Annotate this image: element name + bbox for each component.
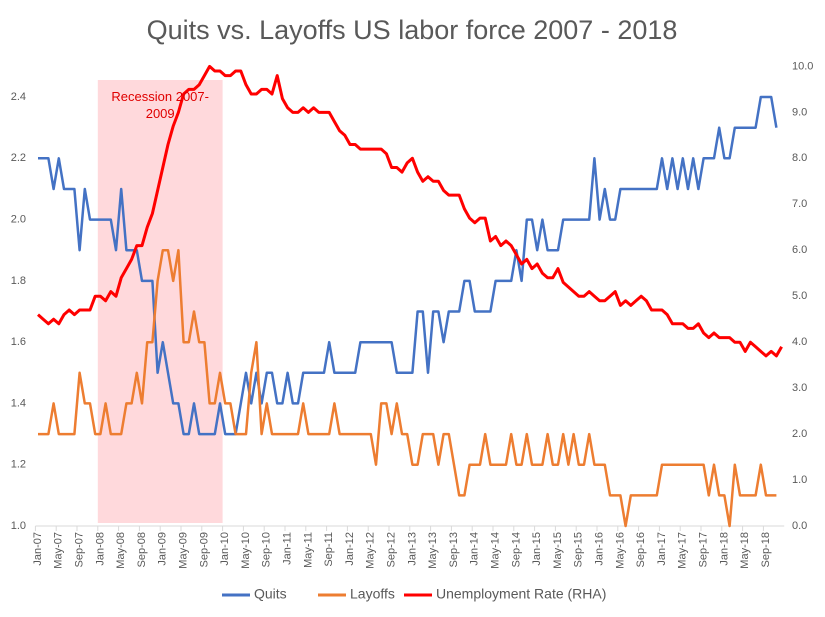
line-series (38, 95, 778, 436)
x-tick-label: Jan-17 (656, 532, 668, 566)
x-tick-label: Sep-12 (386, 532, 398, 567)
line-series (37, 64, 783, 358)
x-tick-label: May-08 (115, 532, 127, 569)
y2-tick-label: 0.0 (792, 520, 807, 532)
y2-tick-label: 6.0 (792, 244, 807, 256)
x-tick-label: Sep-07 (74, 532, 86, 567)
x-tick-label: May-16 (614, 532, 626, 569)
x-tick-label: Jan-10 (219, 532, 231, 566)
x-tick-label: Jan-15 (531, 532, 543, 566)
y2-tick-label: 4.0 (792, 336, 807, 348)
y-tick-label: 1.4 (11, 397, 26, 409)
x-tick-label: Jan-16 (594, 532, 606, 566)
recession-label: Recession 2007-2009 (111, 89, 209, 121)
y2-tick-label: 10.0 (792, 60, 813, 72)
x-tick-label: Sep-09 (198, 532, 210, 567)
x-tick-label: Sep-10 (261, 532, 273, 567)
x-tick-label: May-12 (365, 532, 377, 569)
y-tick-label: 1.8 (11, 275, 26, 287)
line-series (38, 248, 777, 528)
y-tick-label: 1.0 (11, 520, 26, 532)
x-tick-label: May-17 (677, 532, 689, 569)
recession-shade (97, 80, 223, 523)
x-tick-label: Jan-11 (282, 532, 294, 565)
x-tick-label: Sep-13 (448, 532, 460, 567)
x-tick-label: May-13 (427, 532, 439, 569)
y2-tick-label: 9.0 (792, 106, 807, 118)
x-tick-label: Sep-17 (698, 532, 710, 567)
x-tick-label: Sep-11 (323, 532, 335, 567)
x-tick-label: May-15 (552, 532, 564, 569)
legend-label: Layoffs (350, 586, 395, 602)
y2-tick-label: 7.0 (792, 198, 807, 210)
y2-tick-label: 1.0 (792, 474, 807, 486)
y2-tick-label: 5.0 (792, 290, 807, 302)
legend-label: Unemployment Rate (RHA) (436, 586, 606, 602)
y-tick-label: 1.2 (11, 459, 26, 471)
legend-label: Quits (254, 586, 287, 602)
y-tick-label: 2.0 (11, 214, 26, 226)
x-tick-label: May-18 (739, 532, 751, 569)
x-tick-label: Sep-16 (635, 532, 647, 567)
x-tick-label: Sep-14 (510, 532, 522, 567)
x-tick-label: May-07 (53, 532, 65, 569)
y2-tick-label: 3.0 (792, 382, 807, 394)
y-tick-label: 2.2 (11, 152, 26, 164)
x-tick-label: Sep-18 (760, 532, 772, 567)
x-tick-label: May-14 (490, 532, 502, 569)
x-tick-label: Sep-08 (136, 532, 148, 567)
x-tick-label: Jan-18 (718, 532, 730, 566)
x-tick-label: Sep-15 (573, 532, 585, 567)
x-tick-label: Jan-13 (406, 532, 418, 566)
x-tick-label: Jan-08 (94, 532, 106, 566)
y-tick-label: 1.6 (11, 336, 26, 348)
x-tick-label: May-09 (178, 532, 190, 569)
chart-title: Quits vs. Layoffs US labor force 2007 - … (147, 15, 678, 45)
y-tick-label: 2.4 (11, 91, 26, 103)
x-tick-label: May-10 (240, 532, 252, 569)
x-tick-label: May-11 (302, 532, 314, 568)
y2-tick-label: 8.0 (792, 152, 807, 164)
x-tick-label: Jan-14 (469, 532, 481, 566)
x-tick-label: Jan-12 (344, 532, 356, 566)
x-tick-label: Jan-07 (32, 532, 44, 566)
x-tick-label: Jan-09 (157, 532, 169, 566)
y2-tick-label: 2.0 (792, 428, 807, 440)
